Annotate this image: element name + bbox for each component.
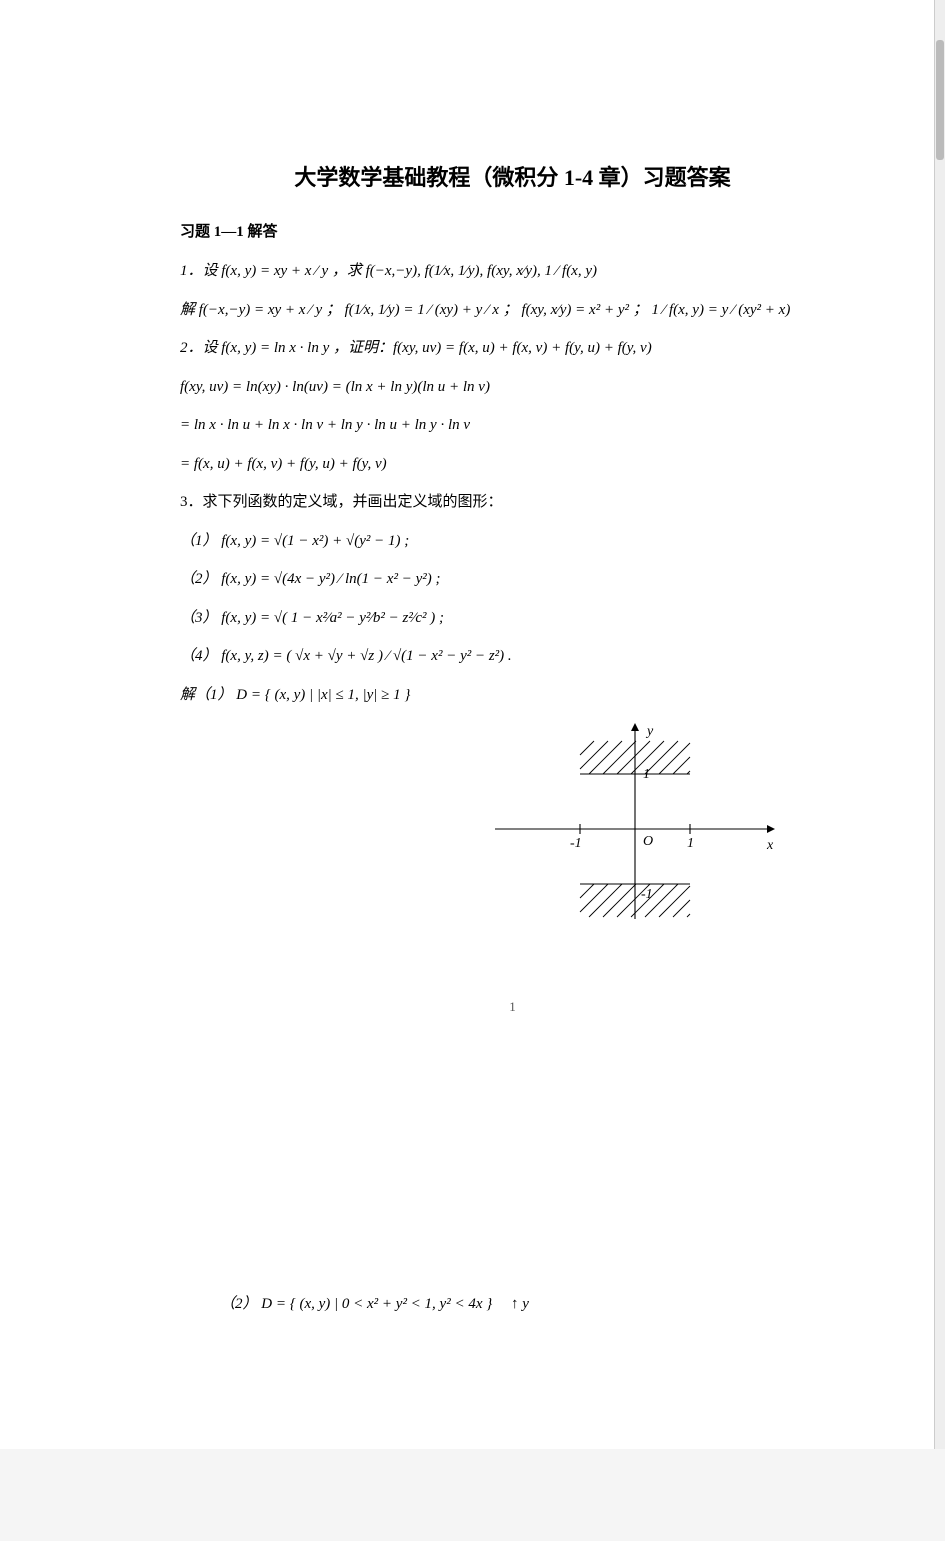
problem-3-item-2: （2） f(x, y) = √(4x − y²) ⁄ ln(1 − x² − y… bbox=[180, 565, 845, 594]
svg-text:-1: -1 bbox=[641, 887, 653, 902]
svg-text:O: O bbox=[643, 834, 653, 849]
scrollbar-thumb[interactable] bbox=[936, 40, 944, 160]
section-heading: 习题 1—1 解答 bbox=[180, 220, 845, 241]
problem-1-solution-text: 解 f(−x,−y) = xy + x ⁄ y ； f(1⁄x, 1⁄y) = … bbox=[180, 302, 790, 318]
axis-arrow-icon: ↑ bbox=[511, 1296, 519, 1312]
problem-2: 2．设 f(x, y) = ln x · ln y ，证明：f(xy, uv) … bbox=[180, 334, 845, 363]
problem-1-text: 1．设 f(x, y) = xy + x ⁄ y ，求 f(−x,−y), f(… bbox=[180, 263, 597, 279]
svg-text:x: x bbox=[766, 838, 774, 853]
svg-text:1: 1 bbox=[643, 767, 650, 782]
problem-2-proof-line2: = ln x · ln u + ln x · ln v + ln y · ln … bbox=[180, 411, 845, 440]
document-title: 大学数学基础教程（微积分 1-4 章）习题答案 bbox=[180, 160, 845, 192]
problem-1: 1．设 f(x, y) = xy + x ⁄ y ，求 f(−x,−y), f(… bbox=[180, 257, 845, 286]
problem-2-proof-line3: = f(x, u) + f(x, v) + f(y, u) + f(y, v) bbox=[180, 450, 845, 479]
problem-1-solution: 解 f(−x,−y) = xy + x ⁄ y ； f(1⁄x, 1⁄y) = … bbox=[180, 296, 845, 325]
svg-text:1: 1 bbox=[687, 836, 694, 851]
problem-2-proof-line1: f(xy, uv) = ln(xy) · ln(uv) = (ln x + ln… bbox=[180, 373, 845, 402]
problem-2-text: 2．设 f(x, y) = ln x · ln y ，证明：f(xy, uv) … bbox=[180, 340, 652, 356]
svg-text:y: y bbox=[645, 724, 654, 739]
problem-3-item-4: （4） f(x, y, z) = ( √x + √y + √z ) ⁄ √(1 … bbox=[180, 642, 845, 671]
problem-3-solution-2-partial: （2） D = { (x, y) | 0 < x² + y² < 1, y² <… bbox=[220, 1290, 845, 1319]
vertical-scrollbar[interactable] bbox=[934, 0, 945, 1449]
document-viewport: 大学数学基础教程（微积分 1-4 章）习题答案 习题 1—1 解答 1．设 f(… bbox=[0, 0, 945, 1449]
page-2-partial: （2） D = { (x, y) | 0 < x² + y² < 1, y² <… bbox=[0, 1240, 945, 1449]
domain-diagram-1: O 1 -1 1 -1 x y bbox=[180, 719, 845, 929]
problem-3-item-3: （3） f(x, y) = √( 1 − x²⁄a² − y²⁄b² − z²⁄… bbox=[180, 604, 845, 633]
problem-3-item-1: （1） f(x, y) = √(1 − x²) + √(y² − 1) ; bbox=[180, 527, 845, 556]
domain-diagram-svg: O 1 -1 1 -1 x y bbox=[485, 719, 785, 929]
problem-3-solution-1: 解（1） D = { (x, y) | |x| ≤ 1, |y| ≥ 1 } bbox=[180, 681, 845, 710]
svg-text:-1: -1 bbox=[570, 836, 582, 851]
page-number: 1 bbox=[180, 999, 845, 1015]
problem-3: 3．求下列函数的定义域，并画出定义域的图形： bbox=[180, 488, 845, 517]
page-1: 大学数学基础教程（微积分 1-4 章）习题答案 习题 1—1 解答 1．设 f(… bbox=[0, 0, 945, 1200]
